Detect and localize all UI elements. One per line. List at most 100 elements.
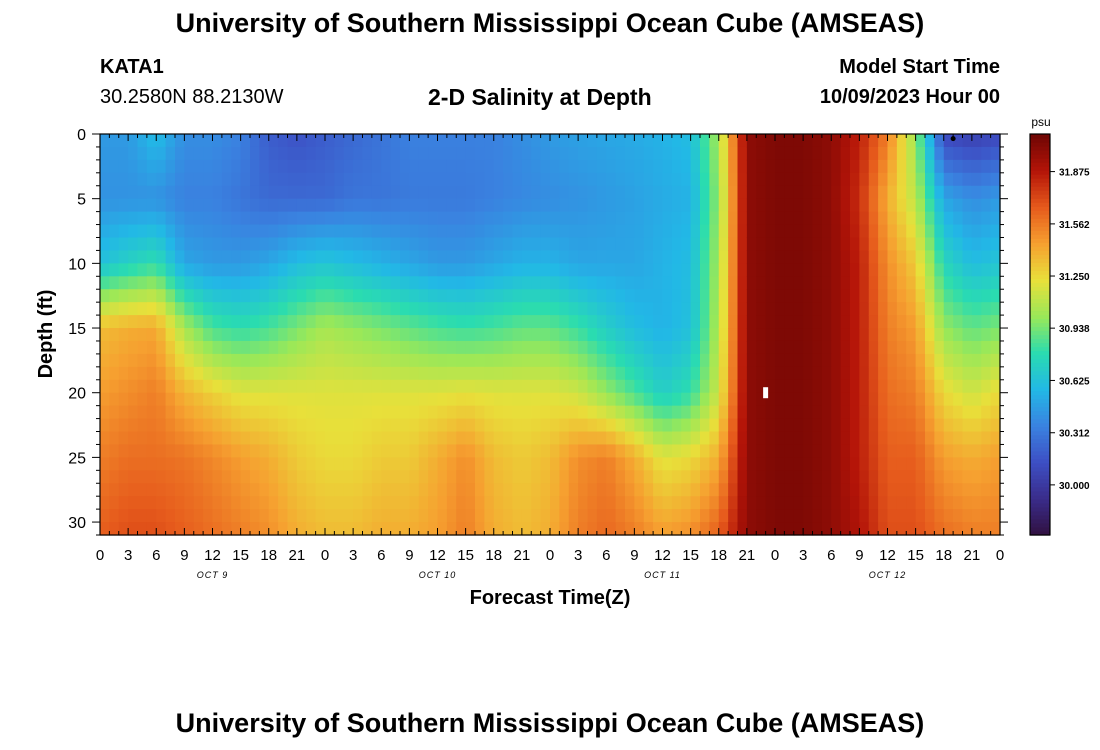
- heatmap-cell: [850, 457, 860, 471]
- heatmap-cell: [793, 302, 804, 316]
- heatmap-cell: [531, 250, 542, 264]
- heatmap-cell: [165, 263, 176, 277]
- heatmap-cell: [446, 250, 457, 264]
- heatmap-cell: [887, 198, 898, 213]
- heatmap-cell: [137, 366, 148, 381]
- heatmap-cell: [165, 340, 176, 355]
- heatmap-cell: [746, 470, 757, 484]
- heatmap-cell: [362, 315, 373, 329]
- heatmap-cell: [250, 263, 260, 277]
- heatmap-cell: [503, 483, 514, 497]
- heatmap-cell: [315, 379, 326, 394]
- heatmap-cell: [550, 224, 560, 239]
- heatmap-cell: [409, 224, 420, 239]
- heatmap-cell: [578, 289, 589, 303]
- heatmap-cell: [643, 237, 654, 252]
- heatmap-cell: [137, 496, 148, 510]
- heatmap-cell: [915, 172, 926, 187]
- heatmap-cell: [990, 185, 1001, 200]
- heatmap-cell: [990, 263, 1001, 277]
- heatmap-cell: [531, 198, 542, 213]
- colorbar-segment: [1030, 170, 1050, 175]
- heatmap-cell: [718, 185, 729, 200]
- heatmap-cell: [578, 522, 589, 536]
- heatmap-cell: [840, 457, 851, 471]
- heatmap-cell: [437, 211, 448, 226]
- heatmap-cell: [568, 444, 579, 458]
- heatmap-cell: [521, 379, 532, 394]
- heatmap-cell: [587, 315, 598, 329]
- heatmap-cell: [962, 392, 973, 407]
- heatmap-cell: [493, 185, 504, 200]
- heatmap-cell: [193, 470, 204, 484]
- heatmap-cell: [184, 198, 195, 213]
- heatmap-cell: [475, 211, 485, 226]
- heatmap-cell: [100, 379, 110, 394]
- heatmap-cell: [503, 496, 514, 510]
- heatmap-cell: [625, 340, 635, 355]
- heatmap-cell: [381, 250, 392, 264]
- heatmap-cell: [437, 185, 448, 200]
- heatmap-cell: [184, 276, 195, 290]
- heatmap-cell: [803, 392, 814, 407]
- colorbar-segment: [1030, 286, 1050, 291]
- heatmap-cell: [962, 522, 973, 536]
- heatmap-cell: [840, 276, 851, 290]
- heatmap-cell: [568, 159, 579, 174]
- heatmap-cell: [493, 276, 504, 290]
- heatmap-cell: [521, 522, 532, 536]
- heatmap-cell: [906, 353, 917, 368]
- heatmap-cell: [662, 302, 673, 316]
- heatmap-cell: [653, 353, 664, 368]
- heatmap-cell: [859, 418, 870, 433]
- heatmap-cell: [821, 224, 832, 239]
- heatmap-cell: [850, 509, 860, 523]
- heatmap-cell: [446, 302, 457, 316]
- heatmap-cell: [259, 496, 270, 510]
- heatmap-cell: [840, 353, 851, 368]
- heatmap-cell: [953, 328, 964, 342]
- heatmap-cell: [746, 289, 757, 303]
- heatmap-cell: [137, 328, 148, 342]
- heatmap-cell: [465, 353, 476, 368]
- heatmap-cell: [250, 392, 260, 407]
- heatmap-cell: [690, 276, 701, 290]
- heatmap-cell: [175, 340, 185, 355]
- heatmap-cell: [925, 457, 935, 471]
- colorbar-unit: psu: [1031, 115, 1050, 129]
- heatmap-cell: [231, 457, 242, 471]
- heatmap-cell: [296, 353, 307, 368]
- heatmap-cell: [737, 418, 748, 433]
- heatmap-cell: [775, 315, 785, 329]
- heatmap-cell: [315, 444, 326, 458]
- heatmap-cell: [465, 405, 476, 420]
- heatmap-cell: [240, 289, 251, 303]
- heatmap-cell: [615, 392, 626, 407]
- heatmap-cell: [934, 302, 945, 316]
- heatmap-cell: [156, 134, 167, 148]
- heatmap-cell: [259, 444, 270, 458]
- heatmap-cell: [643, 276, 654, 290]
- heatmap-cell: [296, 340, 307, 355]
- heatmap-cell: [175, 237, 185, 252]
- heatmap-cell: [512, 159, 523, 174]
- heatmap-cell: [353, 198, 364, 213]
- heatmap-cell: [409, 289, 420, 303]
- heatmap-cell: [221, 444, 232, 458]
- heatmap-cell: [306, 134, 317, 148]
- heatmap-cell: [587, 522, 598, 536]
- heatmap-cell: [709, 276, 720, 290]
- heatmap-cell: [756, 392, 767, 407]
- colorbar-segment: [1030, 338, 1050, 344]
- heatmap-cell: [653, 496, 664, 510]
- heatmap-cell: [615, 379, 626, 394]
- heatmap-cell: [315, 315, 326, 329]
- colorbar-segment: [1030, 194, 1050, 199]
- heatmap-cell: [962, 496, 973, 510]
- heatmap-cell: [456, 224, 467, 239]
- heatmap-cell: [221, 418, 232, 433]
- heatmap-cell: [578, 418, 589, 433]
- heatmap-cell: [371, 444, 382, 458]
- heatmap-cell: [390, 250, 401, 264]
- heatmap-cell: [231, 224, 242, 239]
